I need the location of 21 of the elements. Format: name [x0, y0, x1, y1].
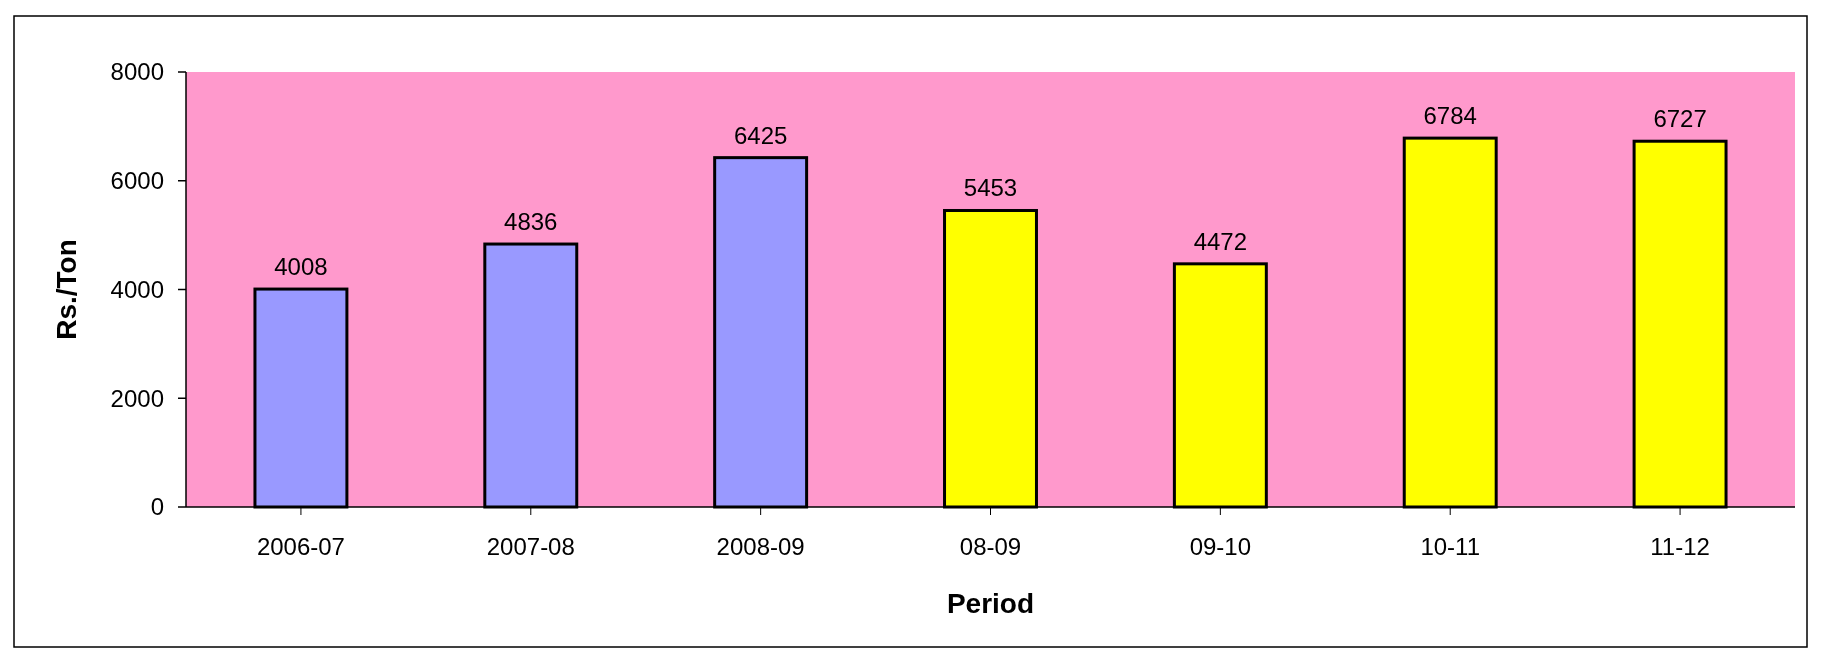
data-label: 4472: [1193, 227, 1248, 255]
y-tick-label: 2000: [110, 384, 164, 412]
data-label: 4008: [274, 253, 328, 281]
y-axis-title: Rs./Ton: [51, 239, 82, 340]
x-tick-label: 2008-09: [716, 533, 805, 560]
x-axis-title: Period: [946, 588, 1035, 619]
x-tick-label: 08-09: [959, 533, 1022, 560]
y-tick-label: 8000: [110, 58, 164, 86]
data-label: 6425: [733, 121, 788, 149]
data-label: 6784: [1423, 102, 1477, 130]
y-tick-label: 0: [150, 493, 164, 521]
y-tick-label: 4000: [110, 275, 164, 303]
x-tick-label: 10-11: [1420, 533, 1481, 560]
data-label: 6727: [1653, 105, 1707, 133]
data-label: 5453: [963, 174, 1018, 202]
data-label: 4836: [504, 208, 558, 236]
y-tick-label: 6000: [110, 167, 164, 195]
x-tick-label: 2007-08: [486, 533, 575, 560]
x-tick-label: 2006-07: [256, 533, 345, 560]
x-tick-label: 09-10: [1189, 533, 1252, 560]
x-tick-label: 11-12: [1650, 533, 1710, 560]
